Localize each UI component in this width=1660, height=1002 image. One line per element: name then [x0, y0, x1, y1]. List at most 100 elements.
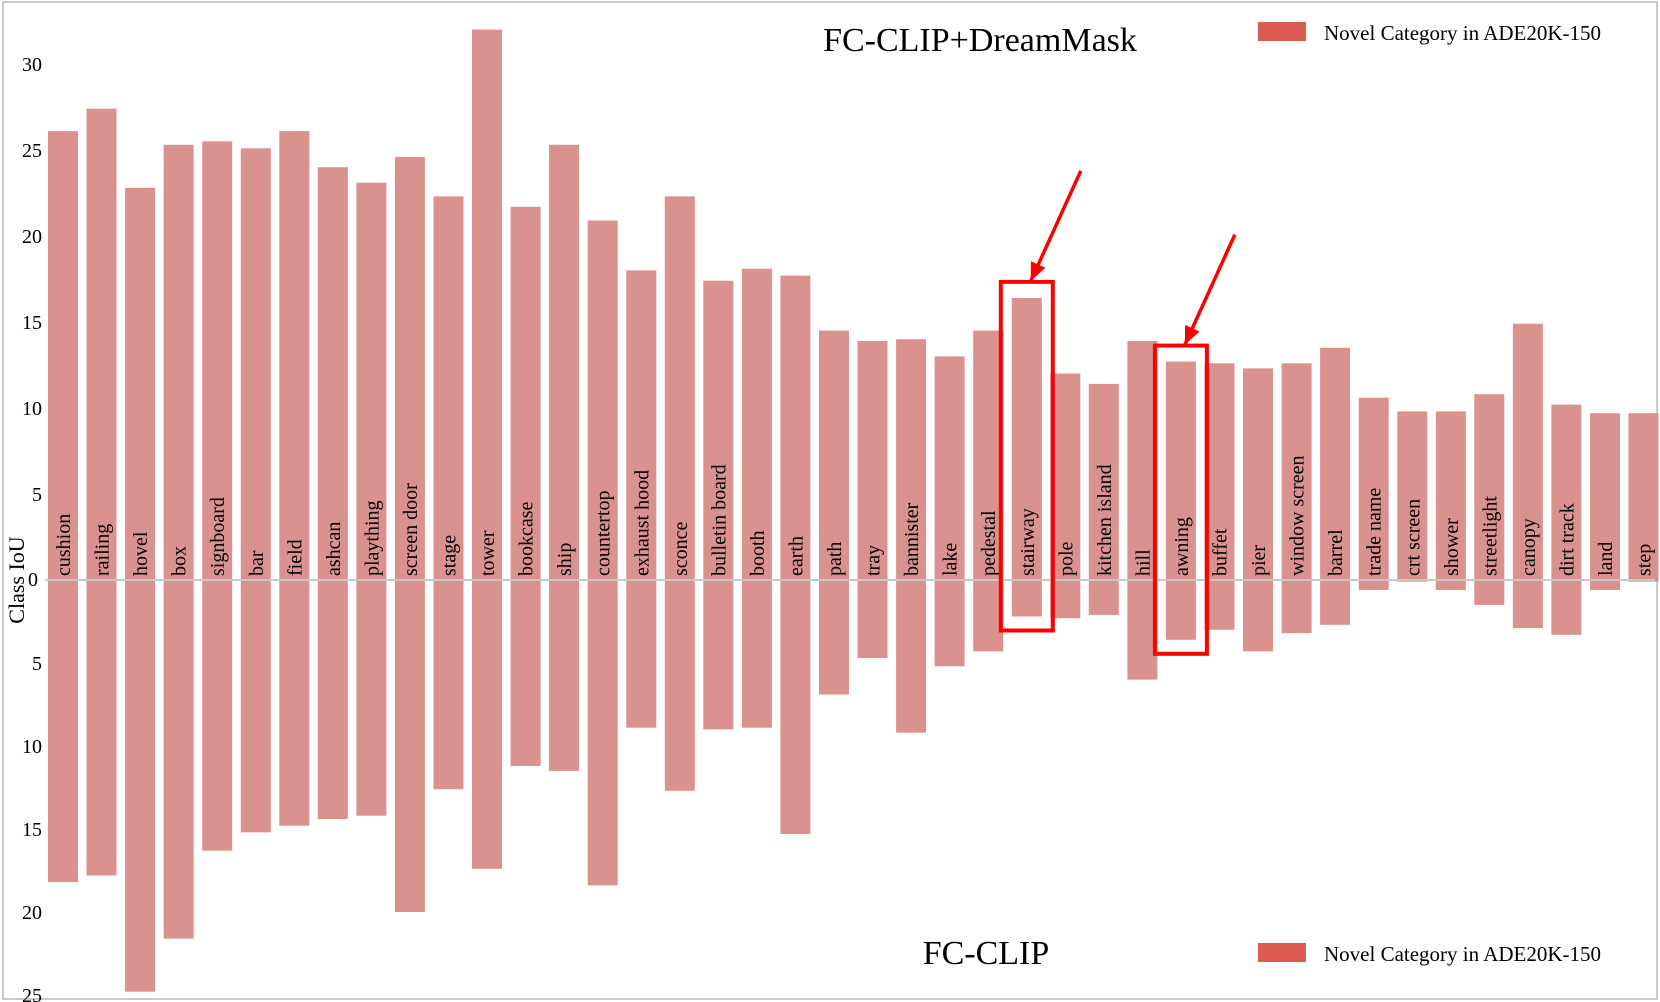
y-tick-label-top-10: 10 — [22, 398, 42, 420]
category-label-tower: tower — [477, 530, 499, 576]
bar-top-bookcase — [510, 206, 541, 581]
category-label-signboard: signboard — [207, 497, 229, 576]
category-label-countertop: countertop — [593, 490, 615, 576]
y-tick-label-top-20: 20 — [22, 226, 42, 248]
category-label-box: box — [169, 546, 191, 576]
y-tick-label-bottom-5: 5 — [32, 653, 42, 675]
category-label-path: path — [824, 542, 846, 576]
category-label-exhaust-hood: exhaust hood — [631, 470, 653, 576]
bar-bottom-shower — [1435, 580, 1466, 590]
bar-bottom-pole — [1050, 580, 1081, 619]
bar-top-screen-door — [394, 156, 425, 580]
bar-bottom-canopy — [1512, 580, 1543, 629]
legend-top: Novel Category in ADE20K-150 — [1258, 21, 1601, 45]
bar-bottom-screen-door — [394, 580, 425, 912]
bar-bottom-hill — [1127, 580, 1158, 680]
category-label-plaything: plaything — [361, 500, 383, 576]
bar-top-hovel — [125, 187, 156, 581]
bar-bottom-streetlight — [1474, 580, 1505, 605]
bar-bottom-exhaust-hood — [626, 580, 657, 728]
category-label-pole: pole — [1055, 541, 1077, 576]
bar-top-barrel — [1320, 347, 1351, 580]
bar-top-lake — [934, 356, 965, 580]
bar-top-streetlight — [1474, 394, 1505, 580]
category-label-screen-door: screen door — [400, 483, 422, 576]
bar-top-awning — [1165, 361, 1196, 580]
bar-top-stairway — [1011, 297, 1042, 580]
bar-bottom-sconce — [664, 580, 695, 791]
bar-bottom-pier — [1243, 580, 1273, 652]
category-label-buffet: buffet — [1210, 528, 1232, 576]
category-labels-group: cushion railing hovel box signboard bar field a… — [53, 455, 1656, 576]
bar-top-field — [279, 131, 310, 580]
bar-top-plaything — [356, 182, 387, 580]
top-chart-title: FC-CLIP+DreamMask — [823, 22, 1137, 59]
category-label-lake: lake — [940, 543, 962, 576]
category-label-field: field — [284, 539, 306, 576]
bar-bottom-dirt-track — [1551, 580, 1582, 635]
bar-bottom-trade-name — [1358, 580, 1389, 590]
bar-top-railing — [86, 108, 117, 580]
category-label-awning: awning — [1171, 517, 1193, 576]
bar-top-ship — [549, 144, 580, 581]
bar-bottom-stairway — [1011, 580, 1042, 617]
category-label-stage: stage — [439, 535, 461, 576]
category-label-land: land — [1595, 542, 1617, 576]
bar-top-pier — [1243, 368, 1273, 580]
bar-top-countertop — [587, 220, 618, 580]
category-label-barrel: barrel — [1325, 529, 1347, 576]
arrow-head-awning — [1184, 324, 1200, 345]
bar-top-dirt-track — [1551, 404, 1582, 580]
bar-top-canopy — [1512, 323, 1543, 580]
y-tick-label-bottom-25: 25 — [22, 985, 42, 1002]
bar-bottom-bar — [240, 580, 271, 833]
bar-bottom-plaything — [356, 580, 387, 816]
y-tick-label-top-30: 30 — [22, 54, 42, 76]
category-label-cushion: cushion — [53, 514, 75, 576]
bars-top-group — [48, 29, 1659, 581]
bar-bottom-bannister — [896, 580, 927, 733]
bottom-chart-title: FC-CLIP — [923, 935, 1050, 972]
bars-bottom-group — [48, 580, 1659, 992]
highlight-annotations-group — [998, 170, 1237, 656]
y-tick-label-zero: 0 — [28, 569, 38, 591]
bar-bottom-ashcan — [317, 580, 348, 819]
bar-top-tower — [472, 29, 502, 581]
y-tick-labels-group: 5 10 15 20 25 30 5 10 15 20 25 — [22, 54, 42, 1002]
bar-bottom-booth — [741, 580, 772, 728]
bar-bottom-buffet — [1204, 580, 1235, 630]
category-label-streetlight: streetlight — [1479, 496, 1501, 576]
bar-top-pole — [1050, 373, 1081, 580]
bar-top-bulletin-board — [703, 280, 734, 580]
bar-bottom-earth — [780, 580, 811, 834]
bar-top-hill — [1127, 340, 1158, 580]
bar-bottom-window-screen — [1281, 580, 1312, 634]
category-label-step: step — [1634, 544, 1656, 576]
bar-top-shower — [1435, 411, 1466, 580]
bar-top-path — [819, 330, 849, 580]
bar-top-trade-name — [1358, 397, 1389, 580]
bar-bottom-tower — [472, 580, 502, 869]
bar-top-step — [1628, 413, 1659, 580]
bar-top-booth — [741, 268, 772, 580]
bar-top-pedestal — [973, 330, 1004, 580]
category-label-crt-screen: crt screen — [1402, 499, 1424, 576]
category-label-bar: bar — [246, 550, 268, 576]
bar-top-bar — [240, 148, 271, 581]
category-label-hovel: hovel — [130, 531, 152, 576]
category-label-window-screen: window screen — [1287, 455, 1309, 576]
bar-top-kitchen-island — [1088, 383, 1119, 580]
arrow-shaft-awning — [1183, 233, 1237, 346]
bar-top-exhaust-hood — [626, 270, 657, 580]
highlight-box-stairway — [998, 279, 1055, 633]
y-axis-label: Class IoU — [4, 536, 29, 624]
bar-top-crt-screen — [1397, 411, 1428, 580]
category-label-pedestal: pedestal — [978, 510, 1000, 576]
bar-bottom-countertop — [587, 580, 618, 886]
bar-bottom-awning — [1165, 580, 1196, 640]
category-label-hill: hill — [1132, 549, 1154, 576]
bar-bottom-bookcase — [510, 580, 541, 766]
category-label-bannister: bannister — [901, 502, 923, 576]
